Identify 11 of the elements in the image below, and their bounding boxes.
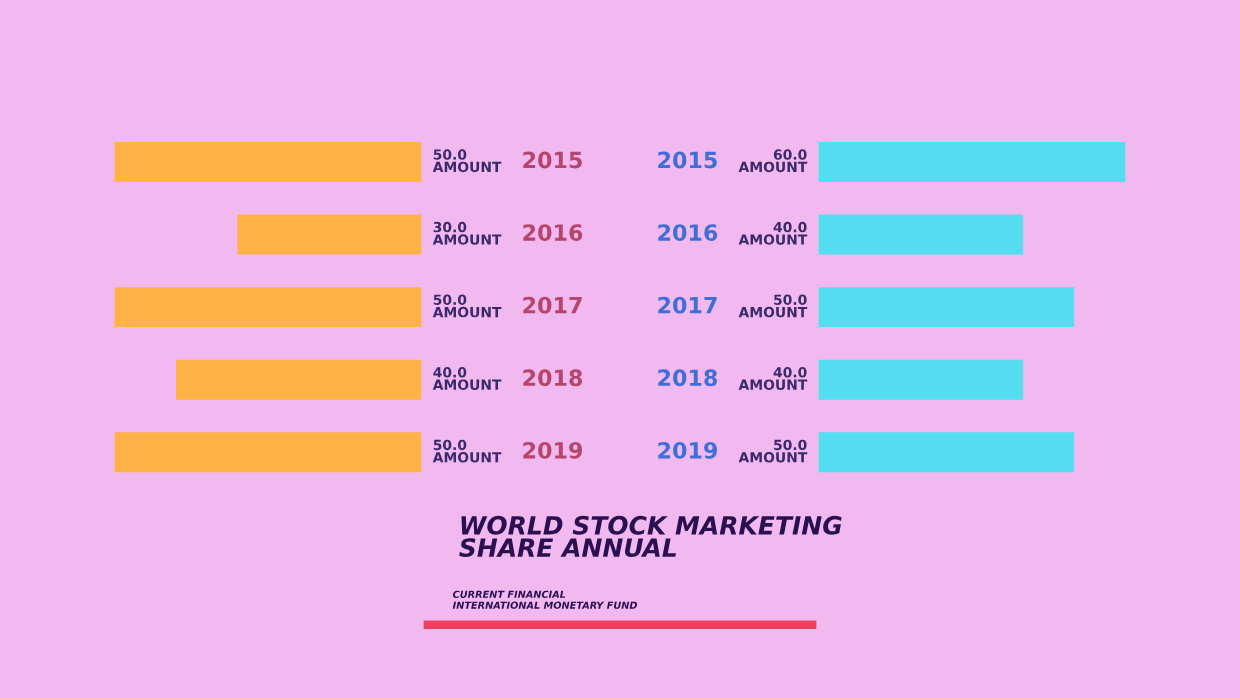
text: WORLD STOCK MARKETING SHARE ANNUAL <box>459 515 842 558</box>
y-tick-label: 2015 <box>523 151 582 169</box>
y-tick-label: 2019 <box>523 441 583 459</box>
y-tick-label: 2018 <box>658 369 718 387</box>
y-tick-label: 2017 <box>658 296 717 314</box>
y-tick-label: 2016 <box>658 224 718 241</box>
y-tick-label: 2016 <box>523 224 583 241</box>
y-tick-label: 2019 <box>658 441 717 459</box>
y-tick-label: 2018 <box>523 369 583 387</box>
y-tick-label: 2015 <box>658 151 717 169</box>
y-tick-label: 2017 <box>523 296 582 314</box>
